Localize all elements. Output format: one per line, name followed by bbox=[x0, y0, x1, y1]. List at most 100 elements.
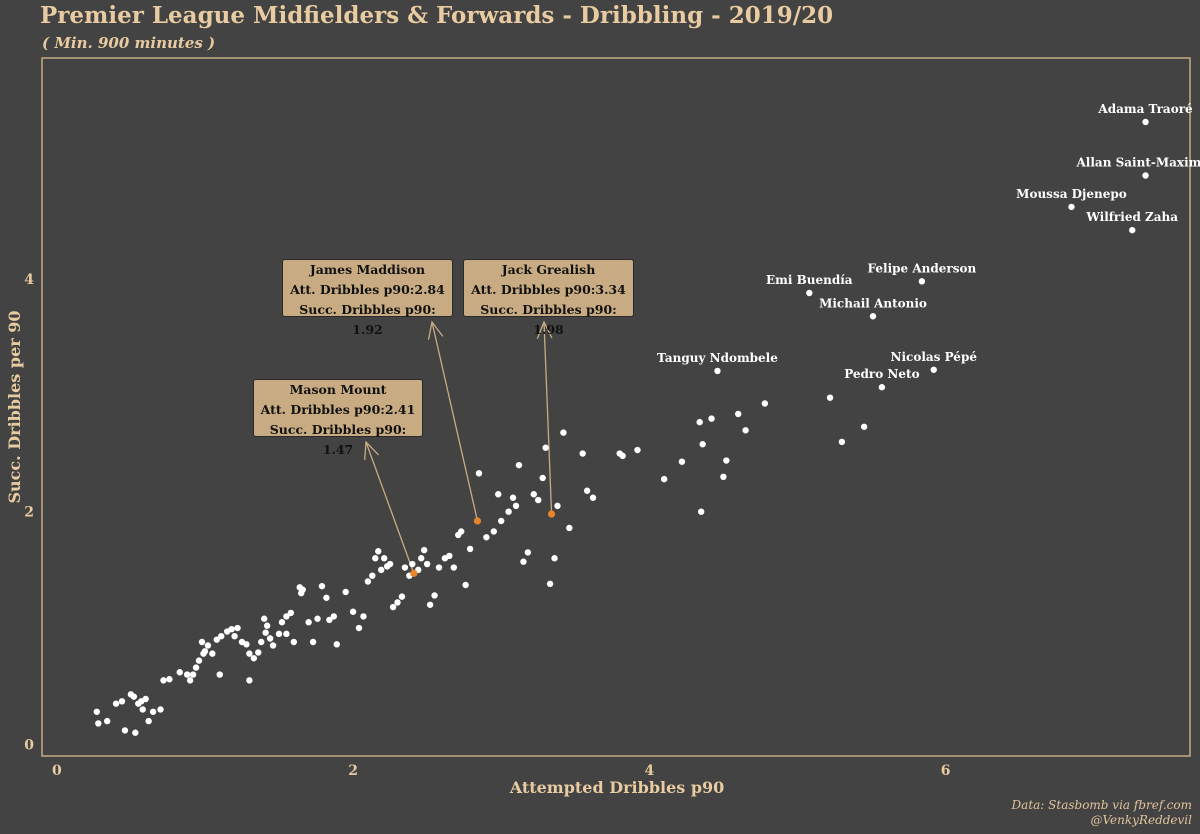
data-point bbox=[1142, 118, 1149, 126]
data-point bbox=[466, 545, 474, 553]
data-point bbox=[355, 624, 363, 632]
data-point bbox=[515, 461, 523, 469]
data-point bbox=[287, 609, 295, 617]
data-point bbox=[1068, 203, 1075, 211]
data-point bbox=[1142, 172, 1149, 179]
data-point bbox=[495, 491, 502, 498]
data-point bbox=[213, 636, 220, 643]
data-point bbox=[697, 508, 705, 515]
data-point bbox=[560, 429, 567, 436]
data-point bbox=[157, 706, 164, 713]
data-point bbox=[176, 669, 183, 676]
data-point bbox=[269, 642, 277, 649]
data-point bbox=[678, 458, 686, 465]
data-point bbox=[118, 698, 126, 705]
data-point bbox=[142, 695, 149, 703]
data-point bbox=[262, 629, 269, 636]
callout-line: Succ. Dribbles p90: 1.98 bbox=[480, 302, 617, 337]
data-point bbox=[145, 717, 152, 725]
data-point bbox=[918, 278, 926, 285]
data-point bbox=[431, 592, 438, 599]
data-point bbox=[930, 366, 937, 373]
data-point bbox=[446, 552, 453, 560]
y-tick-label: 2 bbox=[24, 505, 34, 521]
data-point bbox=[260, 615, 268, 622]
y-tick-label: 0 bbox=[24, 737, 34, 753]
data-point bbox=[290, 638, 298, 646]
data-point bbox=[806, 289, 813, 297]
data-point bbox=[130, 693, 138, 700]
data-point bbox=[490, 528, 497, 535]
data-point bbox=[318, 582, 326, 590]
data-point bbox=[250, 655, 258, 662]
data-point bbox=[386, 560, 394, 568]
data-point bbox=[121, 727, 129, 734]
data-point bbox=[112, 700, 120, 707]
data-point bbox=[192, 664, 200, 671]
data-point bbox=[263, 622, 271, 629]
data-point bbox=[246, 677, 253, 684]
data-point bbox=[372, 555, 379, 562]
data-point bbox=[243, 641, 250, 648]
callout-line: Succ. Dribbles p90: 1.92 bbox=[299, 302, 436, 337]
data-point bbox=[333, 641, 340, 648]
data-point bbox=[314, 615, 321, 622]
data-point bbox=[696, 418, 703, 426]
highlighted-point bbox=[473, 517, 482, 525]
data-point bbox=[462, 581, 469, 589]
point-label: Nicolas Pépé bbox=[891, 350, 978, 364]
data-point bbox=[579, 450, 586, 457]
callout-arrow bbox=[365, 441, 415, 574]
data-point bbox=[330, 613, 338, 620]
arrow-head bbox=[427, 320, 444, 340]
data-point bbox=[409, 560, 416, 568]
data-point bbox=[475, 470, 483, 477]
data-point bbox=[183, 671, 191, 678]
callout-arrow bbox=[431, 321, 479, 522]
data-point bbox=[234, 624, 241, 632]
data-point bbox=[323, 594, 330, 601]
data-point bbox=[435, 564, 443, 571]
data-point bbox=[566, 524, 573, 532]
data-point bbox=[275, 630, 283, 638]
data-point bbox=[723, 457, 730, 464]
data-point bbox=[535, 496, 542, 504]
data-point bbox=[258, 638, 265, 646]
point-label: Allan Saint-Maximin bbox=[1076, 155, 1200, 169]
data-point bbox=[423, 560, 431, 568]
data-point bbox=[149, 708, 157, 715]
data-point bbox=[589, 494, 597, 501]
chart-title: Premier League Midfielders & Forwards - … bbox=[40, 2, 834, 29]
x-tick-label: 2 bbox=[348, 763, 358, 779]
data-point bbox=[542, 444, 549, 451]
callout-line: Att. Dribbles p90:2.84 bbox=[290, 282, 445, 297]
data-point bbox=[420, 546, 428, 554]
data-point bbox=[539, 474, 546, 482]
data-point bbox=[742, 427, 749, 434]
point-label: Adama Traoré bbox=[1097, 102, 1193, 116]
data-point bbox=[426, 601, 434, 608]
data-point bbox=[278, 619, 286, 626]
data-point bbox=[360, 613, 367, 620]
data-point bbox=[869, 313, 877, 320]
data-point bbox=[375, 548, 382, 555]
callout-jack-grealish: Jack Grealish Att. Dribbles p90:3.34 Suc… bbox=[463, 259, 634, 337]
data-point bbox=[735, 410, 742, 418]
data-point bbox=[298, 589, 305, 597]
author-handle: @VenkyReddevil bbox=[1090, 813, 1192, 827]
data-point bbox=[189, 671, 197, 678]
callout-mason-mount: Mason Mount Att. Dribbles p90:2.41 Succ.… bbox=[253, 379, 423, 457]
data-point bbox=[201, 648, 209, 655]
data-point bbox=[195, 657, 203, 664]
data-point bbox=[398, 593, 406, 600]
data-point bbox=[186, 677, 194, 684]
data-point bbox=[551, 555, 558, 562]
x-tick-label: 4 bbox=[644, 763, 654, 779]
callout-line: Mason Mount bbox=[289, 382, 387, 397]
data-point bbox=[524, 549, 532, 556]
callout-arrow bbox=[543, 321, 553, 515]
data-point bbox=[826, 394, 834, 401]
callout-line: Succ. Dribbles p90: 1.47 bbox=[269, 422, 407, 457]
data-point bbox=[93, 708, 101, 715]
data-point bbox=[634, 446, 641, 454]
